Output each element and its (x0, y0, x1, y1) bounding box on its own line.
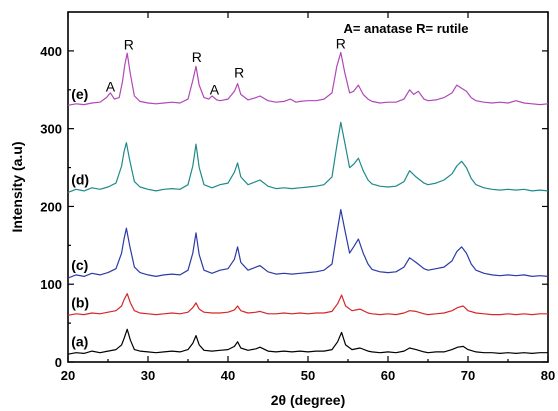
legend-note: A= anatase R= rutile (344, 21, 469, 36)
series-label-c: (c) (71, 257, 88, 273)
series-label-a: (a) (71, 333, 88, 349)
series-label-d: (d) (71, 172, 89, 188)
series-line-b (68, 294, 548, 316)
x-tick-label: 40 (221, 368, 235, 383)
x-axis-title: 2θ (degree) (271, 392, 345, 408)
x-tick-label: 80 (541, 368, 555, 383)
x-tick-label: 50 (301, 368, 315, 383)
y-tick-label: 300 (40, 122, 62, 137)
anatase-peak-label: A (106, 78, 116, 94)
y-axis: 0 100 200 300 400 (40, 44, 548, 370)
x-tick-label: 30 (141, 368, 155, 383)
y-tick-label: 200 (40, 199, 62, 214)
rutile-peak-label: R (192, 49, 202, 65)
rutile-peak-label: R (124, 36, 134, 52)
rutile-peak-label: R (336, 36, 346, 52)
series-line-d (68, 122, 548, 192)
x-tick-label: 70 (461, 368, 475, 383)
series-line-c (68, 210, 548, 278)
y-tick-label: 0 (55, 355, 62, 370)
series-line-a (68, 329, 548, 354)
series-labels: (a) (b) (c) (d) (e) (71, 86, 89, 349)
rutile-peak-label: R (234, 64, 244, 80)
series-lines (68, 52, 548, 354)
x-axis: 20 30 40 50 60 70 80 (61, 12, 555, 383)
series-label-e: (e) (71, 86, 88, 102)
y-tick-label: 100 (40, 277, 62, 292)
series-label-b: (b) (71, 295, 89, 311)
y-axis-title: Intensity (a.u) (9, 141, 25, 232)
anatase-peak-label: A (210, 81, 220, 97)
series-line-e (68, 52, 548, 105)
x-tick-label: 20 (61, 368, 75, 383)
y-tick-label: 400 (40, 44, 62, 59)
x-tick-label: 60 (381, 368, 395, 383)
